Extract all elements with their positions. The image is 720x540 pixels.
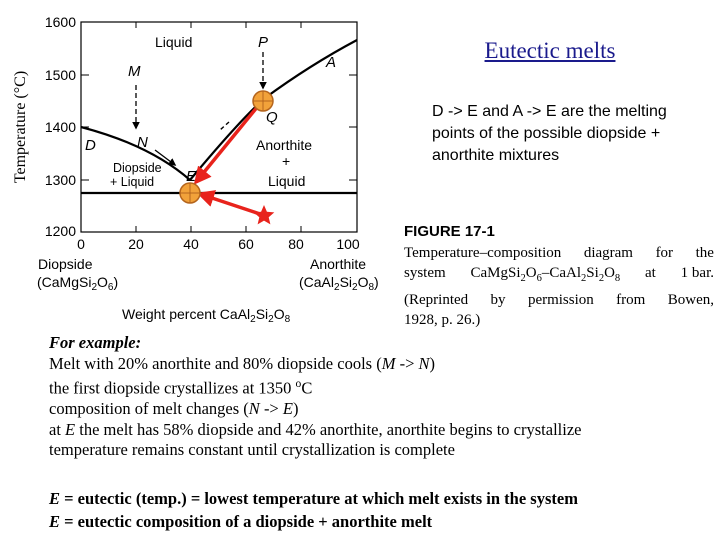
point-D-label: D [85, 137, 96, 154]
marker-eutectic [179, 182, 201, 204]
caption-line-1: Temperature–composition diagram for the [404, 244, 714, 261]
x-axis-ticks [135, 22, 302, 232]
example-line-1: Melt with 20% anorthite and 80% diopside… [49, 353, 436, 373]
example-heading: For example: [49, 333, 142, 352]
definition-eutectic-composition: E = eutectic composition of a diopside +… [49, 512, 433, 531]
anorthite-label: Anorthite [310, 256, 366, 272]
anorthite-liquid-label-3: Liquid [268, 173, 305, 189]
slide-title: Eutectic melts [484, 38, 616, 63]
diopside-liquid-label-1: Diopside [113, 161, 162, 175]
x-tick-40: 40 [183, 236, 199, 252]
red-arrow-star-to-E [196, 190, 264, 217]
figure-caption: FIGURE 17-1 Temperature–composition diagr… [404, 222, 714, 331]
y-axis-ticks [81, 21, 357, 233]
caption-line-2: system CaMgSi2O6–CaAl2Si2O8 at 1 bar. [404, 265, 714, 284]
definition-eutectic-temperature: E = eutectic (temp.) = lowest temperatur… [49, 489, 578, 508]
y-tick-1400: 1400 [45, 119, 76, 135]
example-line-4: at E the melt has 58% diopside and 42% a… [49, 419, 582, 439]
x-tick-20: 20 [128, 236, 144, 252]
anorthite-formula: (CaAl2Si2O8) [299, 274, 379, 293]
point-M-label: M [128, 63, 141, 80]
point-Q-label: Q [266, 109, 278, 126]
marker-upper [252, 90, 274, 112]
x-tick-60: 60 [238, 236, 254, 252]
x-axis-title: Weight percent CaAl2Si2O8 [122, 306, 291, 325]
y-axis-title: Temperature (°C) [12, 71, 29, 183]
point-A-label: A [325, 54, 336, 71]
diopside-liquidus-curve [80, 125, 191, 181]
x-tick-80: 80 [288, 236, 304, 252]
path-N-to-E [154, 149, 177, 166]
star-icon [253, 205, 275, 225]
point-P-label: P [258, 34, 268, 51]
definitions-block: E = eutectic (temp.) = lowest temperatur… [49, 487, 709, 533]
diopside-label: Diopside [38, 256, 93, 272]
caption-label: FIGURE 17-1 [404, 223, 495, 240]
point-N-label: N [137, 134, 148, 151]
y-tick-1600: 1600 [45, 14, 76, 30]
anorthite-liquid-label-2: + [282, 153, 290, 169]
diopside-liquid-label-2: + Liquid [110, 175, 154, 189]
caption-line-4: 1928, p. 26.) [404, 312, 481, 328]
y-tick-1500: 1500 [45, 67, 76, 83]
example-line-3: composition of melt changes (N -> E) [49, 399, 299, 418]
anorthite-liquid-label-1: Anorthite [256, 137, 312, 153]
side-note: D -> E and A -> E are the melting points… [432, 103, 667, 164]
point-E-label: E [186, 168, 197, 185]
y-tick-1300: 1300 [45, 172, 76, 188]
x-tick-0: 0 [77, 236, 85, 252]
metastable-extension [219, 121, 230, 131]
y-tick-1200: 1200 [45, 223, 76, 239]
caption-line-3: (Reprinted by permission from Bowen, [404, 291, 714, 308]
liquid-field-label: Liquid [155, 34, 192, 50]
red-arrow-A-to-E [193, 98, 265, 185]
example-block: For example: Melt with 20% anorthite and… [49, 333, 709, 461]
example-line-2: the first diopside crystallizes at 1350 … [49, 378, 313, 398]
example-line-5: temperature remains constant until cryst… [49, 440, 455, 459]
diopside-formula: (CaMgSi2O6) [37, 274, 118, 293]
x-tick-100: 100 [336, 236, 360, 252]
